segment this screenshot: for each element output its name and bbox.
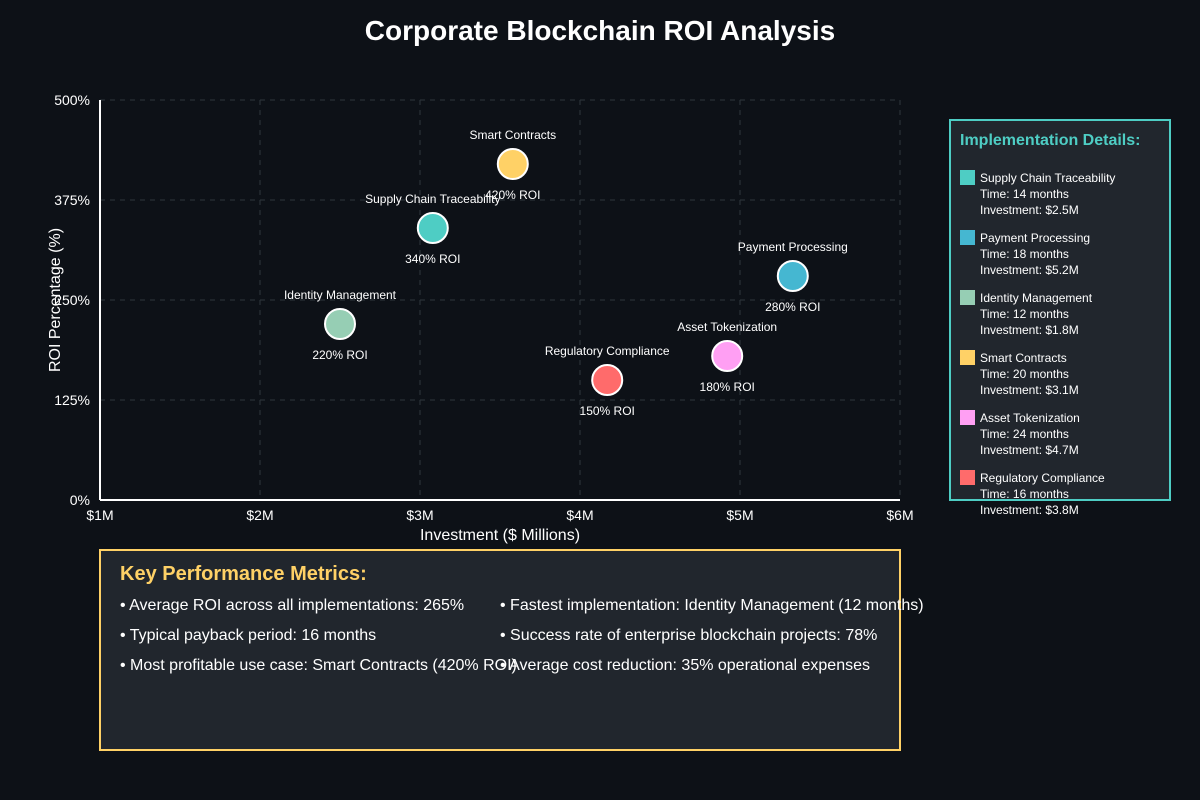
point-roi-label: 150% ROI: [580, 404, 635, 418]
legend-item-time: Time: 14 months: [980, 187, 1069, 201]
legend-item-name: Regulatory Compliance: [980, 471, 1105, 485]
point-roi-label: 180% ROI: [700, 380, 755, 394]
legend-item-time: Time: 16 months: [980, 487, 1069, 501]
legend-swatch: [960, 470, 975, 485]
point-label: Supply Chain Traceability: [365, 192, 500, 206]
metrics-panel: Key Performance Metrics: • Average ROI a…: [99, 549, 924, 751]
metric-item: • Average ROI across all implementations…: [120, 597, 464, 614]
point-roi-label: 340% ROI: [405, 252, 460, 266]
legend-item: Asset Tokenization Time: 24 months Investm…: [960, 410, 1080, 457]
legend-item-investment: Investment: $5.2M: [980, 263, 1079, 277]
legend-swatch: [960, 410, 975, 425]
point-label: Payment Processing: [738, 240, 848, 254]
legend-item-time: Time: 18 months: [980, 247, 1069, 261]
legend-item: Supply Chain Traceability Time: 14 months…: [960, 170, 1115, 217]
legend-item-name: Smart Contracts: [980, 351, 1067, 365]
legend-item-investment: Investment: $4.7M: [980, 443, 1079, 457]
x-tick-label: $2M: [246, 507, 273, 523]
point-label: Regulatory Compliance: [545, 344, 670, 358]
legend-item: Regulatory Compliance Time: 16 months Inve…: [960, 470, 1105, 517]
point-roi-label: 280% ROI: [765, 300, 820, 314]
legend-item-time: Time: 20 months: [980, 367, 1069, 381]
point-marker: [416, 212, 449, 244]
data-point: Asset Tokenization 180% ROI: [677, 320, 777, 394]
metric-item: • Average cost reduction: 35% operationa…: [500, 657, 870, 674]
legend-swatch: [960, 170, 975, 185]
y-tick-label: 125%: [54, 392, 90, 408]
x-tick-label: $6M: [886, 507, 913, 523]
y-tick-label: 250%: [54, 292, 90, 308]
legend-panel: Implementation Details: Supply Chain Tra…: [949, 119, 1171, 517]
data-point: Payment Processing 280% ROI: [738, 240, 848, 314]
chart-title: Corporate Blockchain ROI Analysis: [365, 15, 835, 46]
x-tick-label: $4M: [566, 507, 593, 523]
x-tick-label: $1M: [86, 507, 113, 523]
point-roi-label: 220% ROI: [312, 348, 367, 362]
legend-swatch: [960, 230, 975, 245]
y-tick-label: 500%: [54, 92, 90, 108]
legend-swatch: [960, 290, 975, 305]
legend-item-investment: Investment: $2.5M: [980, 203, 1079, 217]
point-label: Asset Tokenization: [677, 320, 777, 334]
data-point: Identity Management 220% ROI: [284, 288, 397, 362]
data-points: Supply Chain Traceability 340% ROI Payment…: [284, 128, 848, 418]
metrics-list: • Average ROI across all implementations…: [120, 597, 924, 674]
legend-item-name: Supply Chain Traceability: [980, 171, 1115, 185]
x-tick-label: $5M: [726, 507, 753, 523]
legend-item: Identity Management Time: 12 months Invest…: [960, 290, 1093, 337]
x-axis-title: Investment ($ Millions): [420, 527, 580, 544]
legend-item: Smart Contracts Time: 20 months Investment…: [960, 350, 1079, 397]
data-point: Smart Contracts 420% ROI: [469, 128, 556, 202]
y-tick-label: 375%: [54, 192, 90, 208]
legend-item-name: Payment Processing: [980, 231, 1090, 245]
legend-title: Implementation Details:: [960, 132, 1140, 149]
point-marker: [776, 260, 809, 292]
x-tick-label: $3M: [406, 507, 433, 523]
y-tick-label: 0%: [70, 492, 90, 508]
legend-item-investment: Investment: $1.8M: [980, 323, 1079, 337]
legend-swatch: [960, 350, 975, 365]
legend-item-investment: Investment: $3.8M: [980, 503, 1079, 517]
legend-items: Supply Chain Traceability Time: 14 months…: [960, 170, 1115, 517]
metrics-title: Key Performance Metrics:: [120, 563, 367, 585]
tick-labels: $1M $2M $3M $4M $5M $6M 0% 125% 250% 375% 500%: [54, 92, 913, 523]
legend-item-time: Time: 12 months: [980, 307, 1069, 321]
legend-item-name: Identity Management: [980, 291, 1093, 305]
point-label: Smart Contracts: [469, 128, 556, 142]
legend-item: Payment Processing Time: 18 months Investm…: [960, 230, 1090, 277]
point-label: Identity Management: [284, 288, 397, 302]
data-point: Supply Chain Traceability 340% ROI: [365, 192, 500, 266]
point-marker: [591, 364, 624, 396]
legend-item-name: Asset Tokenization: [980, 411, 1080, 425]
legend-item-time: Time: 24 months: [980, 427, 1069, 441]
point-roi-label: 420% ROI: [485, 188, 540, 202]
metric-item: • Most profitable use case: Smart Contra…: [120, 657, 517, 674]
point-marker: [496, 148, 529, 180]
legend-item-investment: Investment: $3.1M: [980, 383, 1079, 397]
metric-item: • Fastest implementation: Identity Manag…: [500, 597, 924, 614]
metric-item: • Typical payback period: 16 months: [120, 627, 376, 644]
point-marker: [324, 308, 356, 340]
y-axis-title: ROI Percentage (%): [47, 228, 64, 372]
metric-item: • Success rate of enterprise blockchain …: [500, 627, 877, 644]
data-point: Regulatory Compliance 150% ROI: [545, 344, 670, 418]
legend-box: [949, 119, 1171, 501]
metrics-box: [99, 549, 901, 751]
point-marker: [711, 340, 744, 372]
